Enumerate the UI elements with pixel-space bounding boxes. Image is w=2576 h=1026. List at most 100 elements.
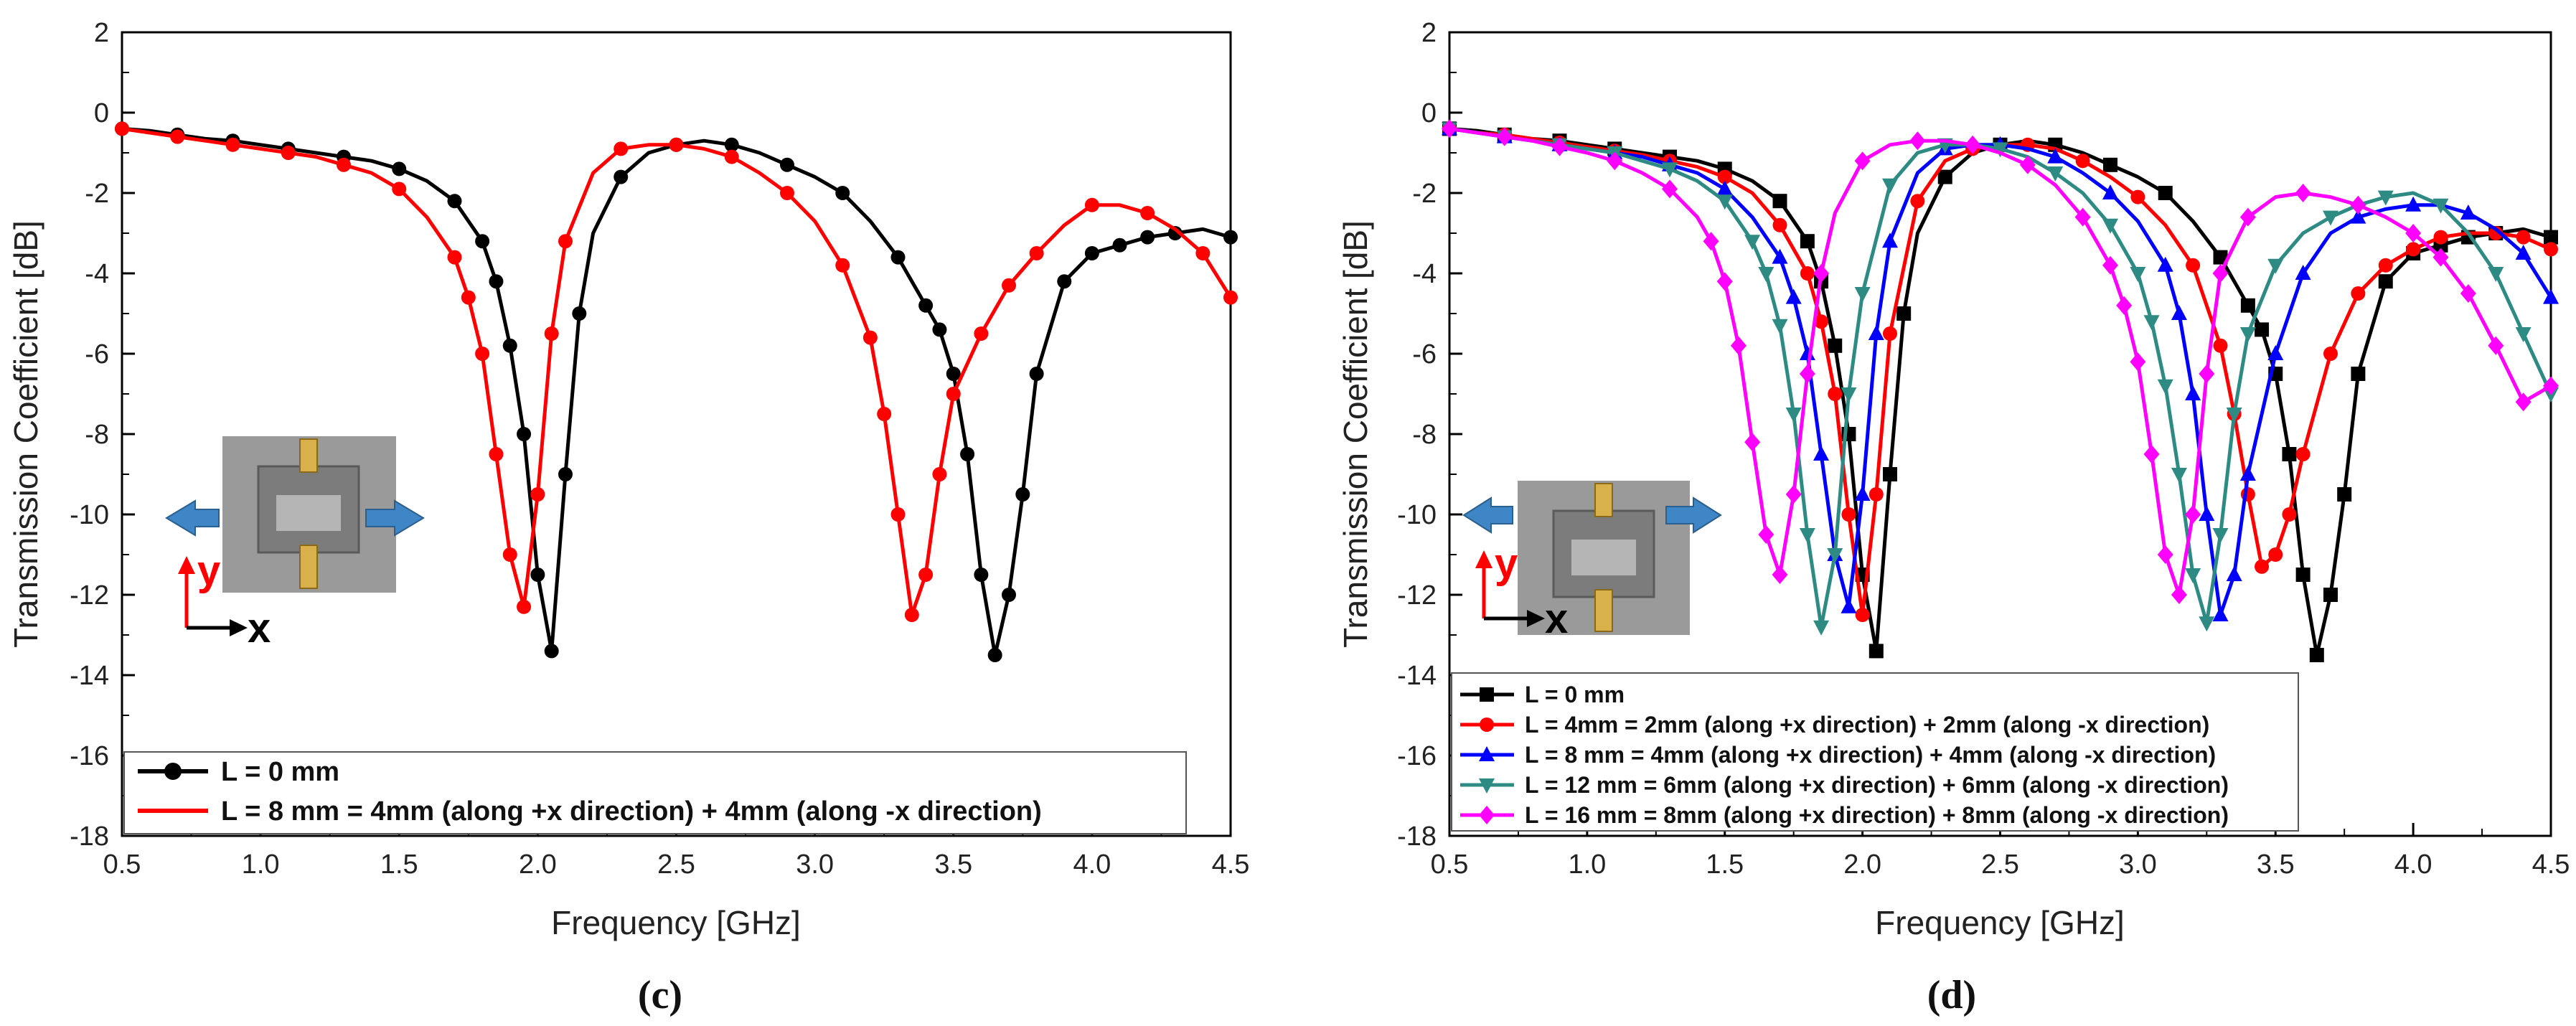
- data-point-c-0: [558, 467, 573, 481]
- data-point-c-0: [1015, 487, 1030, 502]
- data-point-d-0: [2213, 250, 2228, 265]
- data-point-c-0: [1167, 226, 1183, 240]
- legend-entry-d-2: L = 8 mm = 4mm (along +x direction) + 4m…: [1460, 742, 2216, 768]
- data-point-d-4: [1799, 364, 1815, 383]
- data-point-d-1: [2075, 154, 2090, 169]
- y-tick-label: -2: [1412, 179, 1437, 209]
- data-point-d-1: [2295, 447, 2311, 461]
- x-tick-label: 0.5: [1431, 849, 1469, 880]
- data-point-c-0: [1223, 230, 1238, 245]
- y-tick-label: -8: [1412, 420, 1437, 450]
- data-point-c-1: [475, 347, 490, 361]
- series-c-1: [115, 121, 1238, 622]
- data-point-c-0: [1112, 237, 1127, 253]
- x-axis-label-c: Frequency [GHz]: [551, 904, 801, 941]
- legend-label-c-0: L = 0 mm: [221, 757, 339, 787]
- legend-c: L = 0 mm L = 8 mm = 4mm (along +x direct…: [123, 751, 1187, 834]
- data-point-d-0: [2295, 568, 2311, 582]
- data-point-d-1: [1828, 387, 1843, 401]
- data-point-d-4: [1909, 131, 1926, 151]
- data-point-d-4: [2212, 264, 2229, 283]
- data-point-d-2: [1716, 180, 1733, 196]
- data-point-d-4: [1551, 137, 1568, 156]
- x-tick-label: 3.0: [2119, 849, 2157, 880]
- data-point-d-3: [1841, 387, 1857, 403]
- data-point-d-4: [2171, 585, 2187, 604]
- series-group-d: [1442, 119, 2559, 662]
- y-tick-label: -12: [70, 580, 109, 611]
- data-point-d-3: [2239, 327, 2256, 342]
- data-point-c-1: [904, 608, 919, 622]
- legend-label-d-2: L = 8 mm = 4mm (along +x direction) + 4m…: [1525, 742, 2216, 768]
- data-point-d-2: [1854, 486, 1871, 501]
- data-point-d-0: [2158, 186, 2173, 200]
- data-point-d-3: [2432, 198, 2449, 214]
- data-point-d-0: [1937, 169, 1952, 184]
- ticks-d: 0.5 1.0 1.5 2.0 2.5 3.0 3.5 4.0 4.5 2 0 -2 -4 -6 -8 -10…: [1397, 18, 2570, 880]
- data-point-d-3: [2515, 327, 2532, 342]
- data-point-c-1: [890, 507, 906, 522]
- arrow-right-icon: [365, 499, 425, 537]
- data-point-d-4: [1758, 525, 1774, 544]
- data-point-d-0: [2309, 648, 2324, 662]
- y-tick-label: -6: [85, 339, 109, 370]
- data-point-d-2: [2405, 196, 2422, 212]
- x-tick-label: 1.5: [1706, 849, 1744, 880]
- data-point-c-1: [918, 568, 934, 582]
- data-point-d-3: [1716, 194, 1733, 210]
- data-point-c-0: [475, 234, 490, 249]
- data-point-c-1: [932, 467, 947, 481]
- data-point-c-1: [392, 182, 407, 197]
- data-point-d-4: [2019, 155, 2036, 174]
- data-point-d-4: [2405, 224, 2422, 243]
- panel-c: 0.5 1.0 1.5 2.0 2.5 3.0 3.5 4.0 4.5 2 0 -2 -4 -6 -8 -10…: [7, 18, 1249, 1017]
- data-point-d-2: [1882, 232, 1898, 248]
- y-tick-label: -12: [1397, 580, 1437, 611]
- data-point-c-1: [115, 121, 129, 136]
- data-point-d-2: [2047, 148, 2064, 164]
- legend-entry-d-4: L = 16 mm = 8mm (along +x direction) + 8…: [1460, 802, 2229, 828]
- data-point-d-2: [2543, 288, 2559, 304]
- data-point-d-4: [2515, 392, 2532, 412]
- inset-connector-bottom: [1594, 589, 1613, 632]
- data-point-c-0: [489, 274, 504, 289]
- y-tick-label: -2: [85, 179, 109, 209]
- legend-entry-c-1: L = 8 mm = 4mm (along +x direction) + 4m…: [138, 796, 1042, 827]
- data-point-d-4: [2295, 184, 2311, 202]
- data-point-d-2: [1813, 446, 1830, 461]
- y-tick-label: -10: [1397, 500, 1437, 530]
- data-point-d-4: [1442, 119, 1457, 138]
- data-point-d-2: [2102, 184, 2118, 199]
- data-point-d-4: [2157, 545, 2173, 564]
- data-point-d-3: [1882, 178, 1898, 194]
- data-point-c-0: [447, 194, 462, 209]
- data-point-d-1: [2268, 547, 2283, 562]
- data-point-d-3: [2212, 528, 2229, 543]
- legend-label-c-1: L = 8 mm = 4mm (along +x direction) + 4m…: [221, 796, 1042, 827]
- y-tick-label: 0: [94, 98, 109, 128]
- data-point-d-3: [2267, 258, 2284, 274]
- data-point-c-0: [1084, 246, 1099, 260]
- data-point-d-1: [2406, 242, 2421, 257]
- data-point-d-0: [2323, 588, 2338, 602]
- data-point-c-1: [877, 407, 892, 421]
- data-point-c-0: [946, 367, 961, 381]
- data-point-c-1: [1002, 278, 1016, 293]
- x-tick-label: 0.5: [103, 849, 141, 880]
- data-point-d-1: [2282, 507, 2297, 522]
- data-point-d-1: [2544, 242, 2558, 257]
- y-tick-label: -16: [70, 741, 109, 771]
- data-point-d-3: [2226, 408, 2242, 423]
- data-point-c-0: [724, 137, 739, 152]
- x-tick-label: 3.0: [796, 849, 834, 880]
- data-point-d-3: [2377, 190, 2394, 206]
- y-tick-label: -10: [70, 500, 109, 530]
- data-point-c-0: [1029, 367, 1044, 381]
- data-point-d-4: [2074, 207, 2091, 227]
- data-point-c-0: [835, 186, 850, 200]
- legend-label-d-1: L = 4mm = 2mm (along +x direction) + 2mm…: [1525, 712, 2209, 738]
- data-point-d-2: [2295, 265, 2311, 280]
- x-tick-label: 2.0: [1843, 849, 1881, 880]
- data-point-c-0: [1002, 588, 1016, 602]
- data-point-d-1: [2516, 230, 2531, 245]
